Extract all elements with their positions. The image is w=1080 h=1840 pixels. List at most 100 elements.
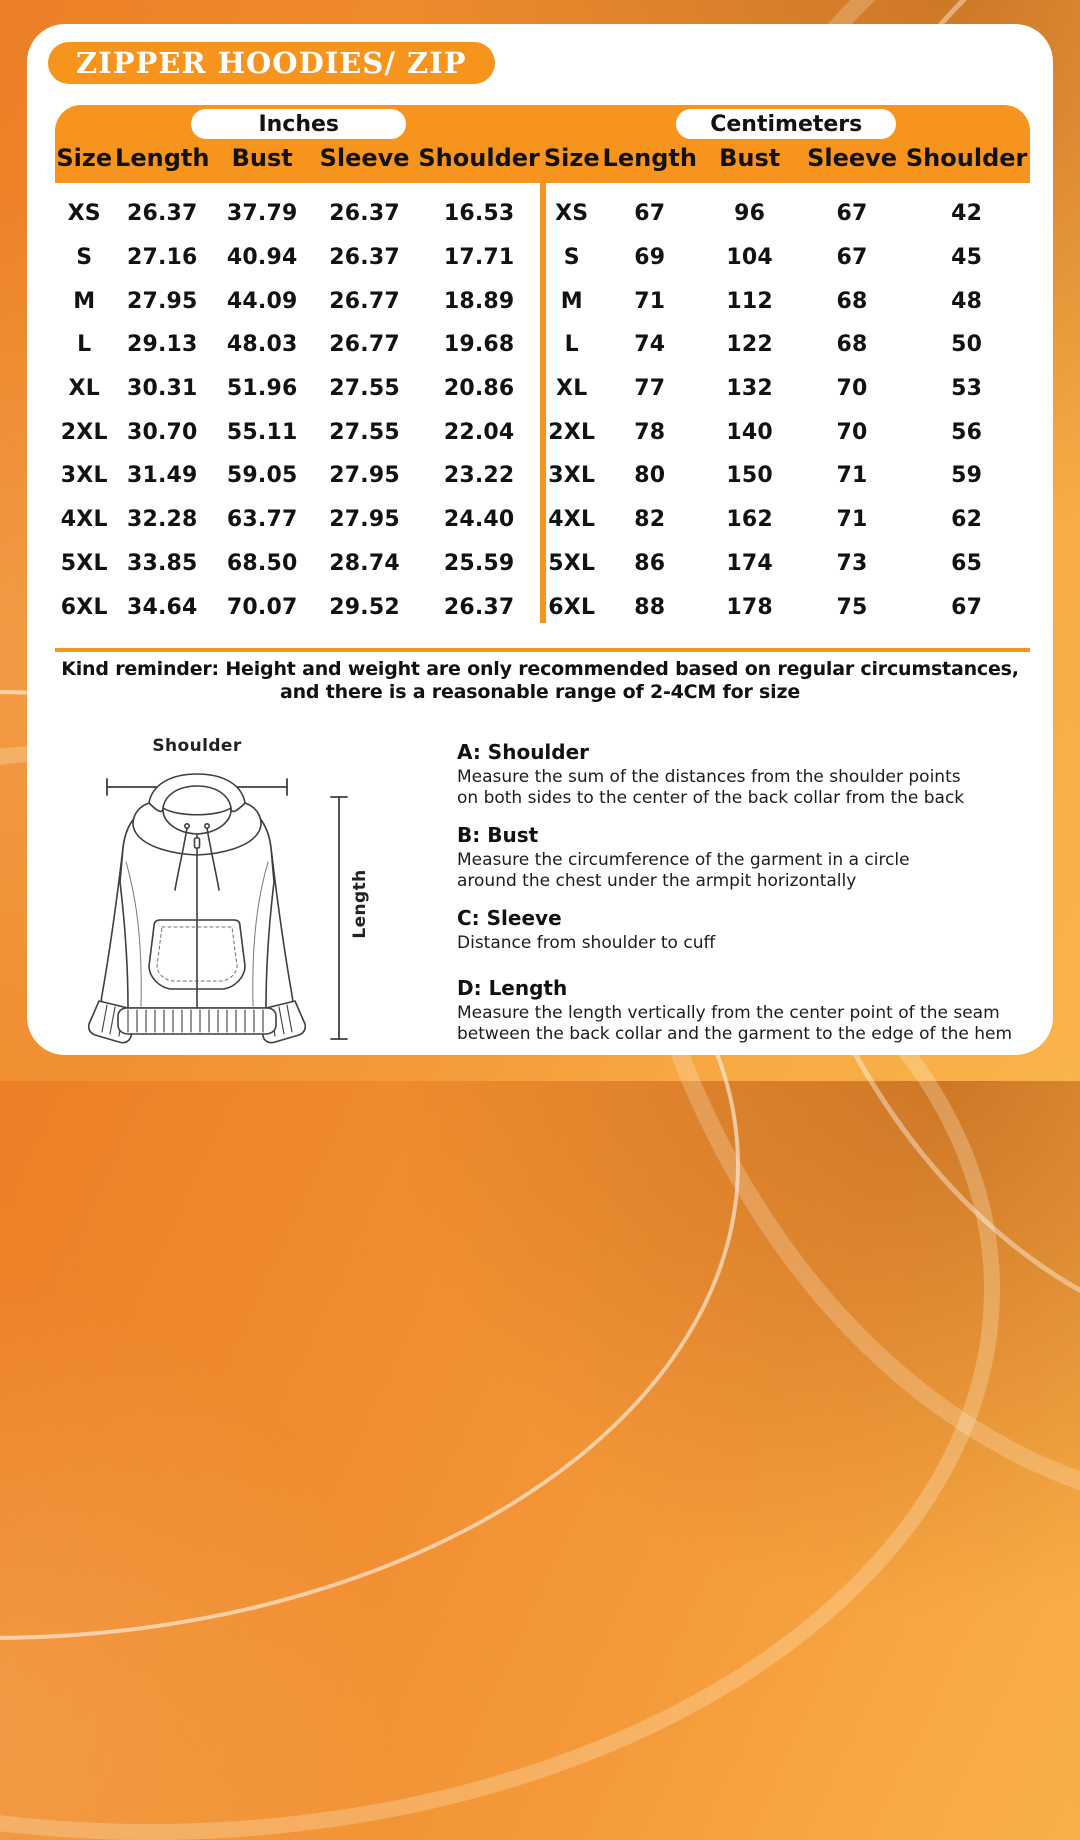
value-cell: 30.31 [126, 376, 198, 402]
value-cell: 70 [836, 376, 868, 402]
inches-table-rows: XS 26.37 37.79 26.37 16.53 S 27.16 40.94 26.37 17… [55, 192, 543, 629]
table-row: 5XL 86 174 73 65 [543, 542, 1031, 586]
value-cell: 104 [726, 245, 773, 271]
value-cell: 78 [634, 419, 666, 445]
guide-item-line: Distance from shoulder to cuff [457, 933, 716, 953]
value-cell: 86 [634, 550, 666, 576]
value-cell: 48 [951, 288, 983, 314]
value-cell: 40.94 [226, 245, 298, 271]
value-cell: 27.95 [329, 507, 400, 533]
value-cell: 37.79 [226, 201, 298, 227]
page-title: ZIPPER HOODIES/ ZIP [48, 42, 495, 84]
value-cell: 69 [634, 245, 666, 271]
table-row: XL 30.31 51.96 27.55 20.86 [55, 367, 543, 411]
hoodie-line-drawing-icon [87, 773, 348, 1044]
table-row: L 29.13 48.03 26.77 19.68 [55, 323, 543, 367]
value-cell: 20.86 [443, 376, 515, 402]
guide-item-line: Measure the sum of the distances from th… [457, 767, 961, 787]
table-row: S 69 104 67 45 [543, 236, 1031, 280]
value-cell: 178 [726, 594, 773, 620]
size-cell: 5XL [548, 550, 596, 576]
value-cell: 67 [836, 201, 868, 227]
guide-item: B: Bust Measure the circumference of the … [457, 823, 1032, 892]
value-cell: 28.74 [329, 550, 400, 576]
value-cell: 42 [951, 201, 983, 227]
value-cell: 59.05 [226, 463, 298, 489]
value-cell: 45 [951, 245, 983, 271]
value-cell: 67 [951, 594, 983, 620]
size-cell: L [564, 332, 579, 358]
table-row: XS 67 96 67 42 [543, 192, 1031, 236]
guide-item: D: Length Measure the length vertically f… [457, 976, 1032, 1045]
table-header-bar: Inches Size Length Bust Sleeve Shoulder Cent… [55, 105, 1030, 183]
size-cell: XL [68, 376, 100, 402]
inches-column-headers: Size Length Bust Sleeve Shoulder [55, 144, 543, 172]
value-cell: 26.37 [443, 594, 515, 620]
table-row: 3XL 31.49 59.05 27.95 23.22 [55, 454, 543, 498]
value-cell: 27.95 [329, 463, 400, 489]
guide-item-line: Measure the length vertically from the c… [457, 1003, 1000, 1023]
column-header: Length [602, 144, 697, 172]
value-cell: 71 [836, 463, 868, 489]
column-header: Sleeve [319, 144, 410, 172]
guide-item-line: around the chest under the armpit horizo… [457, 871, 857, 891]
value-cell: 70.07 [226, 594, 298, 620]
value-cell: 112 [726, 288, 773, 314]
value-cell: 34.64 [126, 594, 198, 620]
size-cell: 4XL [60, 507, 108, 533]
shoulder-measure-label: Shoulder [152, 736, 242, 756]
value-cell: 77 [634, 376, 666, 402]
horizontal-divider [55, 648, 1030, 652]
value-cell: 140 [726, 419, 773, 445]
value-cell: 32.28 [126, 507, 198, 533]
value-cell: 22.04 [443, 419, 515, 445]
size-cell: 4XL [548, 507, 596, 533]
table-row: 5XL 33.85 68.50 28.74 25.59 [55, 542, 543, 586]
kind-reminder-text: Kind reminder: Height and weight are onl… [27, 658, 1053, 704]
value-cell: 27.95 [126, 288, 198, 314]
value-cell: 29.13 [126, 332, 198, 358]
value-cell: 74 [634, 332, 666, 358]
guide-item-heading: D: Length [457, 976, 568, 1000]
value-cell: 30.70 [126, 419, 198, 445]
table-row: 2XL 78 140 70 56 [543, 410, 1031, 454]
table-row: 6XL 34.64 70.07 29.52 26.37 [55, 585, 543, 629]
size-cell: 6XL [60, 594, 108, 620]
centimeters-column-headers: Size Length Bust Sleeve Shoulder [543, 144, 1031, 172]
inches-unit-badge: Inches [191, 109, 407, 139]
table-row: XL 77 132 70 53 [543, 367, 1031, 411]
guide-item-heading: C: Sleeve [457, 906, 562, 930]
value-cell: 44.09 [226, 288, 298, 314]
reminder-line: and there is a reasonable range of 2-4CM… [279, 681, 801, 703]
value-cell: 26.37 [329, 201, 400, 227]
column-header: Size [56, 144, 113, 172]
column-header: Shoulder [905, 144, 1028, 172]
value-cell: 70 [836, 419, 868, 445]
value-cell: 18.89 [443, 288, 515, 314]
value-cell: 17.71 [443, 245, 515, 271]
value-cell: 26.37 [329, 245, 400, 271]
value-cell: 96 [734, 201, 766, 227]
value-cell: 24.40 [443, 507, 515, 533]
size-cell: 3XL [548, 463, 596, 489]
value-cell: 71 [634, 288, 666, 314]
size-cell: S [76, 245, 93, 271]
size-cell: M [73, 288, 96, 314]
table-row: S 27.16 40.94 26.37 17.71 [55, 236, 543, 280]
value-cell: 162 [726, 507, 773, 533]
value-cell: 88 [634, 594, 666, 620]
centimeters-table-rows: XS 67 96 67 42 S 69 104 67 45 M 71 112 68 48 L 74 122 68 50… [543, 192, 1031, 629]
table-row: 4XL 82 162 71 62 [543, 498, 1031, 542]
value-cell: 27.55 [329, 376, 400, 402]
table-row: 3XL 80 150 71 59 [543, 454, 1031, 498]
size-chart-card: ZIPPER HOODIES/ ZIP Inches Size Length Bus… [27, 24, 1053, 1055]
value-cell: 25.59 [443, 550, 515, 576]
value-cell: 63.77 [226, 507, 298, 533]
value-cell: 48.03 [226, 332, 298, 358]
column-header: Shoulder [418, 144, 540, 172]
value-cell: 51.96 [226, 376, 298, 402]
column-header: Bust [719, 144, 781, 172]
value-cell: 65 [951, 550, 983, 576]
value-cell: 31.49 [126, 463, 198, 489]
value-cell: 16.53 [443, 201, 515, 227]
